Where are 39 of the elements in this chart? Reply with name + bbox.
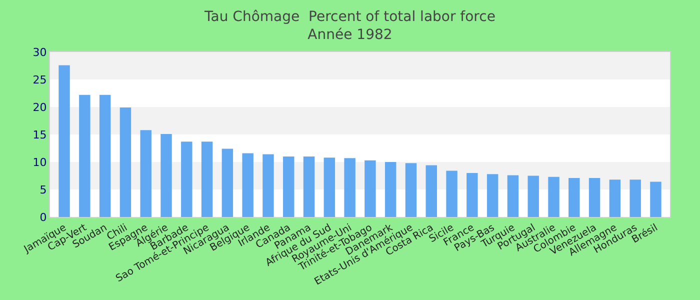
y-tick-label: 10	[32, 156, 47, 169]
bar	[486, 174, 498, 217]
bar	[283, 156, 294, 217]
y-tick-label: 15	[32, 128, 47, 142]
bar	[242, 153, 254, 217]
bar	[79, 94, 90, 217]
bar	[528, 176, 539, 217]
bar	[222, 148, 234, 217]
bar	[384, 162, 396, 217]
bar	[588, 178, 600, 217]
y-tick-label: 20	[32, 100, 47, 114]
bar	[324, 158, 336, 217]
y-tick-label: 5	[40, 183, 47, 196]
bar	[181, 142, 192, 217]
bar	[466, 173, 478, 217]
bar	[364, 160, 376, 217]
y-tick-label: 25	[32, 73, 47, 86]
bar	[201, 142, 213, 217]
bar	[630, 180, 641, 217]
bar	[609, 180, 621, 217]
bar	[446, 170, 458, 217]
bar	[262, 154, 274, 217]
bar	[507, 175, 519, 217]
bar	[140, 130, 152, 217]
y-tick-label: 0	[40, 210, 47, 224]
bar	[568, 178, 580, 217]
chart-title: Tau Chômage Percent of total labor force	[204, 9, 496, 25]
bar	[650, 182, 662, 217]
bar	[303, 156, 315, 217]
bar	[548, 176, 560, 217]
bar	[426, 165, 437, 217]
chart-subtitle: Année 1982	[308, 27, 392, 44]
y-tick-label: 30	[32, 46, 47, 59]
bar	[405, 163, 417, 217]
bar	[99, 94, 111, 217]
bar	[120, 108, 132, 217]
bar	[160, 134, 172, 217]
bar	[344, 158, 356, 217]
bar	[58, 65, 70, 217]
